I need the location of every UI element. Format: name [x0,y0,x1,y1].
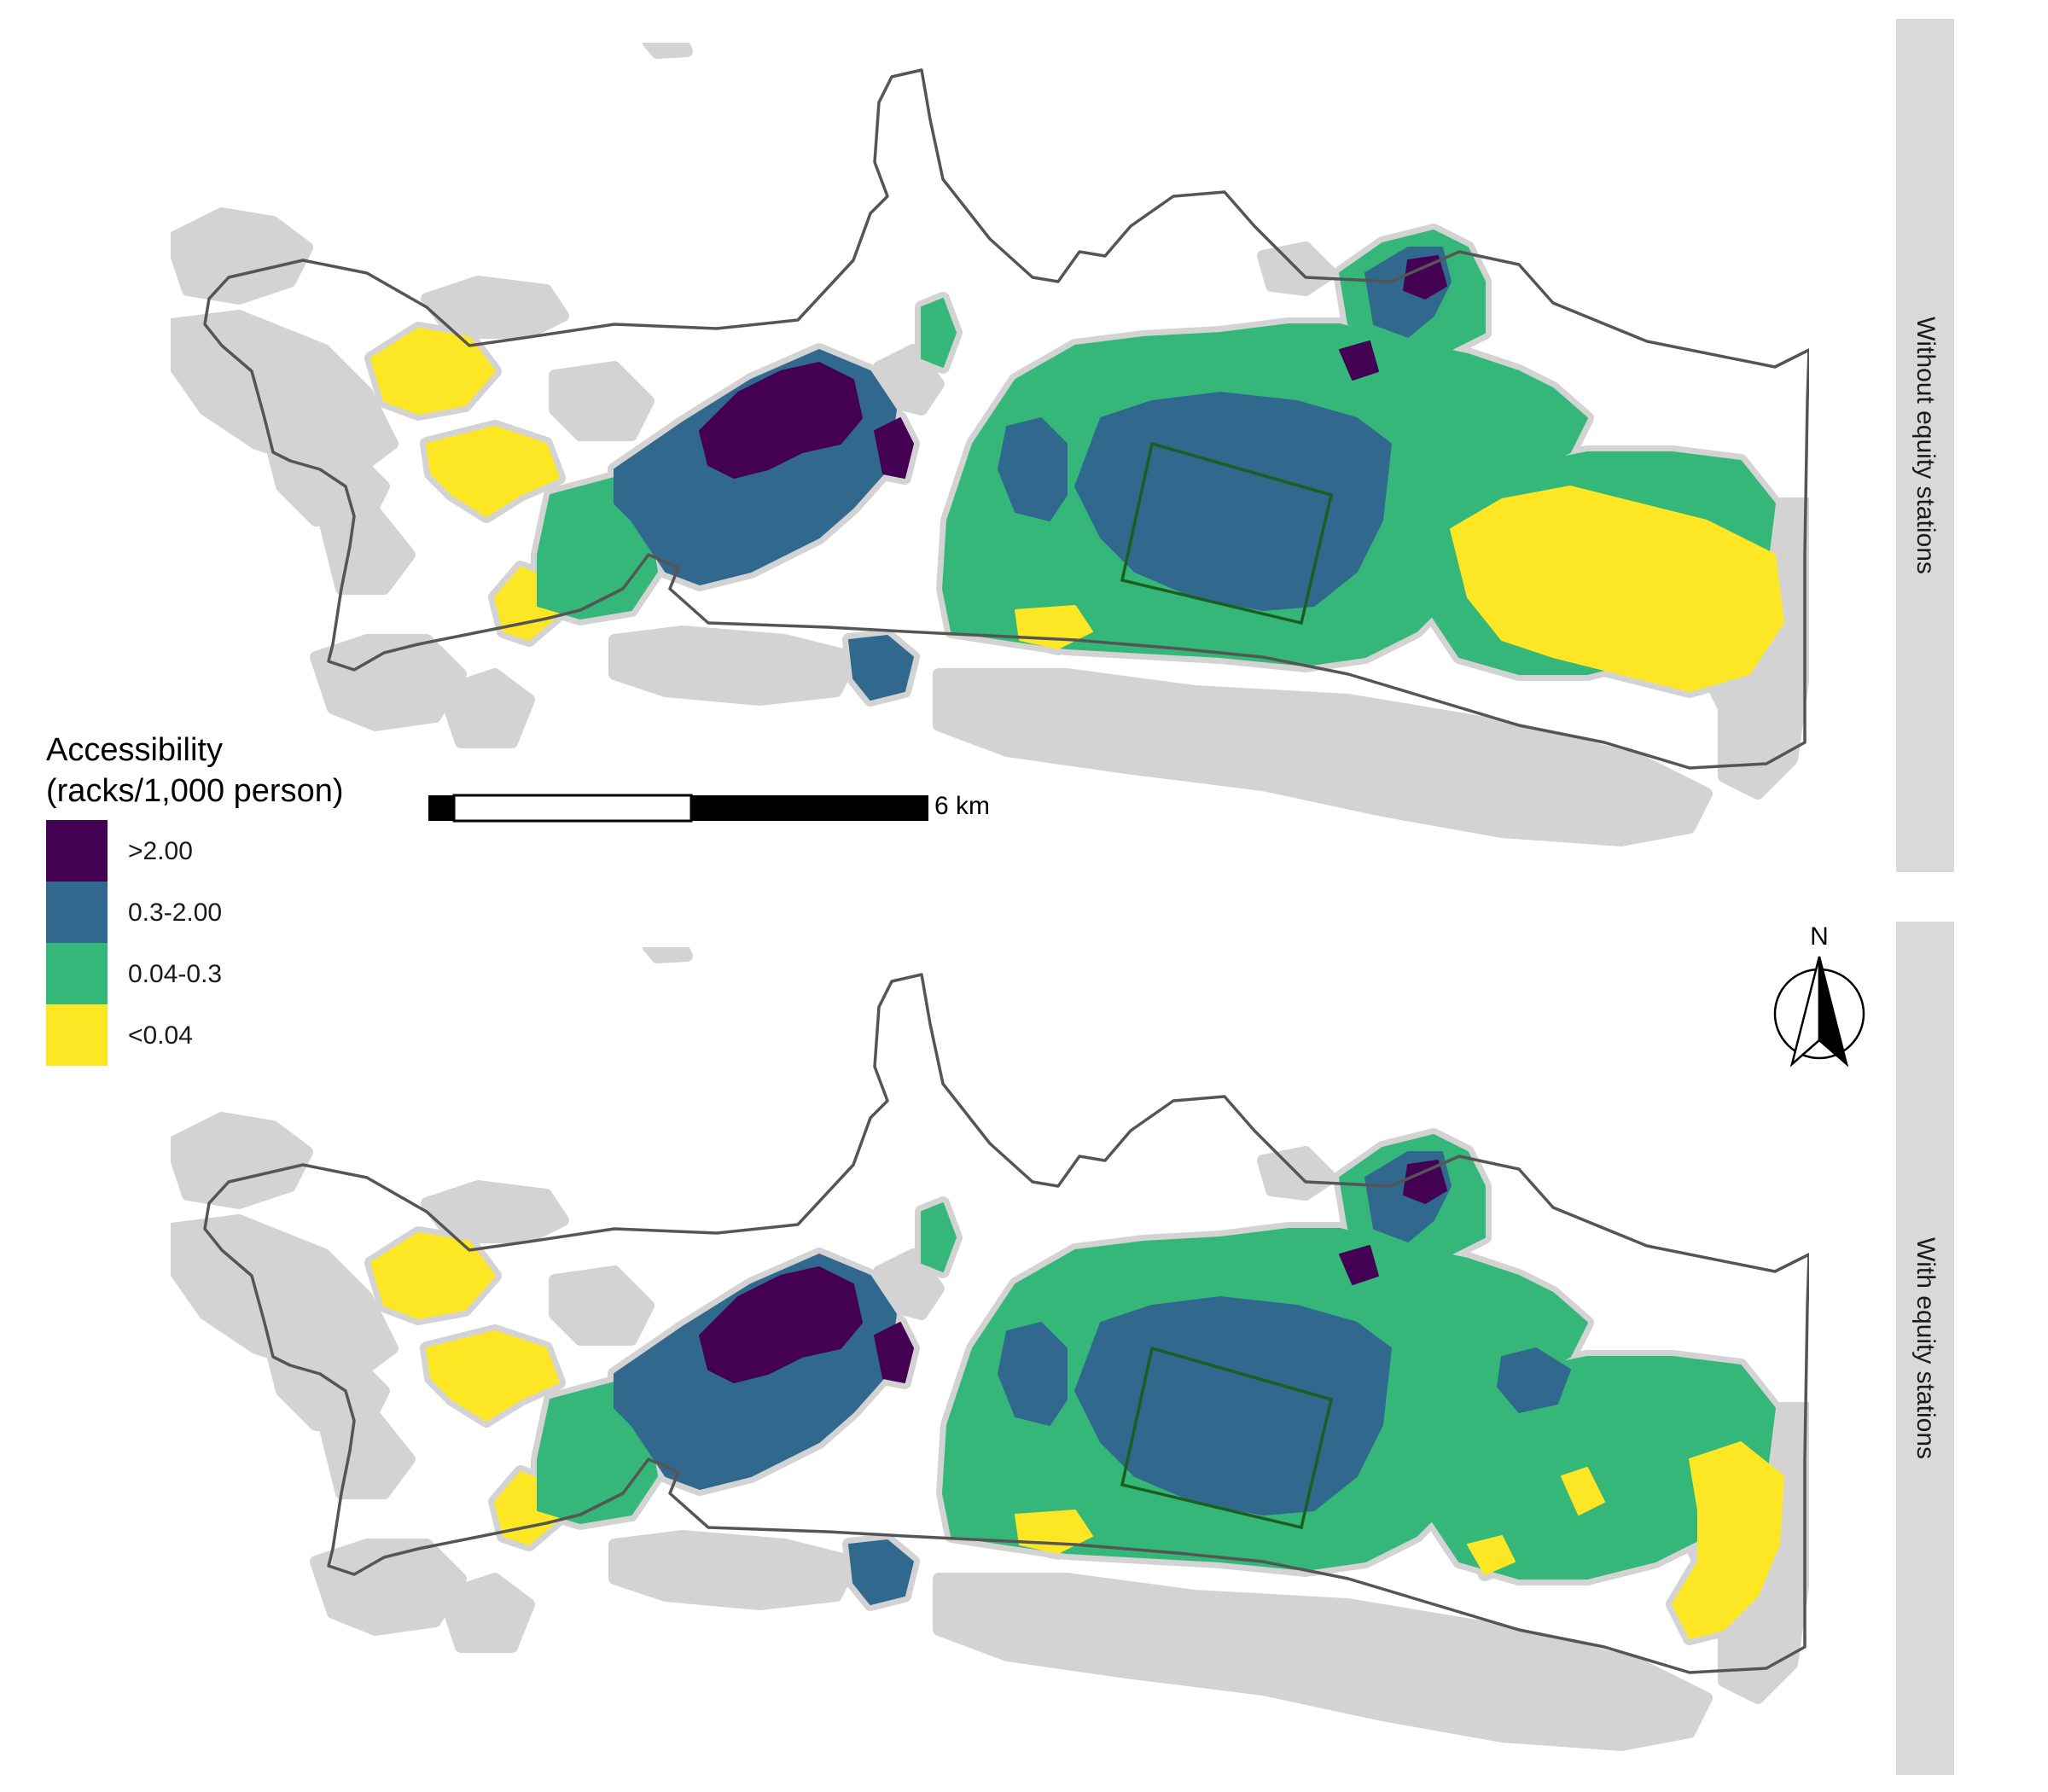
scale-bar-graphic [428,794,928,823]
map-panel-without-equity [171,43,1809,847]
study-area-outline [203,973,1809,1674]
outside-coverage-cell [549,361,655,441]
outside-coverage-cell [438,668,535,748]
legend-swatch-mid-high [46,881,108,943]
accessibility-region-low [426,1330,560,1422]
highlight-box [1120,1346,1334,1530]
legend-item: 0.3-2.00 [44,881,344,943]
map-panel-with-equity [171,947,1809,1751]
legend-item: <0.04 [44,1004,344,1066]
outside-coverage-cell [318,506,416,595]
legend-label: 0.04-0.3 [128,960,223,988]
facet-label-with-equity: With equity stations [1911,1236,1940,1460]
outside-coverage-cell [643,43,693,59]
accessibility-region-low [1586,537,1673,615]
accessibility-region-high [874,1322,914,1383]
outside-coverage-cell [933,1573,1713,1751]
legend-item: 0.04-0.3 [44,943,344,1004]
legend-label: >2.00 [128,837,193,865]
accessibility-region-mid-low [921,1202,957,1272]
legend-title-line2: (racks/1,000 person) [46,773,344,809]
outside-coverage-cell [438,1573,535,1653]
legend-title: Accessibility (racks/1,000 person) [46,730,344,812]
outside-coverage-cell [933,668,1713,847]
accessibility-region-low [1672,1441,1784,1639]
north-label: N [1810,922,1829,951]
accessibility-region-low [1467,1535,1516,1575]
outside-coverage-cell [608,625,859,706]
accessibility-region-high [874,417,914,479]
accessibility-region-mid-low [921,298,957,368]
scale-bar: 6 km [427,792,990,829]
compass-icon: N [1773,922,1865,1068]
outside-coverage-cell [171,207,313,305]
legend-swatch-mid-low [46,943,108,1004]
north-arrow: N [1768,917,1871,1075]
legend-swatch-low [46,1004,108,1066]
accessibility-region-low [370,328,496,415]
accessibility-region-mid-high [848,1539,914,1605]
accessibility-region-high [1403,1160,1447,1204]
accessibility-region-high [1339,1245,1379,1285]
legend: Accessibility (racks/1,000 person) >2.00… [44,730,344,1066]
study-area-outline [203,68,1809,770]
legend-item: >2.00 [44,820,344,881]
legend-swatch-high [46,820,108,881]
accessibility-region-high [699,1266,863,1383]
accessibility-region-low [426,426,560,517]
legend-title-line1: Accessibility [46,732,223,768]
outside-coverage-cell [549,1265,655,1346]
outside-coverage-cell [643,947,693,963]
legend-label: 0.3-2.00 [128,899,223,927]
accessibility-region-mid-high [1074,392,1392,611]
accessibility-region-mid-high [1074,1296,1392,1516]
scale-bar-label: 6 km [934,792,991,820]
outside-coverage-cell [171,1112,313,1209]
accessibility-region-high [1403,255,1447,300]
accessibility-region-mid-high [998,417,1068,521]
facet-strip-top: Without equity stations [1896,19,1954,872]
accessibility-region-mid-high [998,1322,1068,1426]
accessibility-region-high [699,362,863,479]
accessibility-region-mid-high [848,635,914,701]
accessibility-region-low [370,1232,496,1319]
outside-coverage-cell [318,1411,416,1499]
study-area-boundary [203,68,1809,770]
accessibility-cells [370,230,1784,701]
highlight-box [1120,441,1334,625]
accessibility-region-mid-high [1497,1347,1571,1413]
facet-strip-bottom: With equity stations [1896,922,1954,1775]
outside-coverage-cell [608,1530,859,1610]
facet-label-without-equity: Without equity stations [1911,317,1940,574]
accessibility-region-low [1561,1467,1605,1516]
accessibility-region-high [1339,340,1379,381]
study-area-boundary [203,973,1809,1674]
legend-label: <0.04 [128,1021,193,1050]
